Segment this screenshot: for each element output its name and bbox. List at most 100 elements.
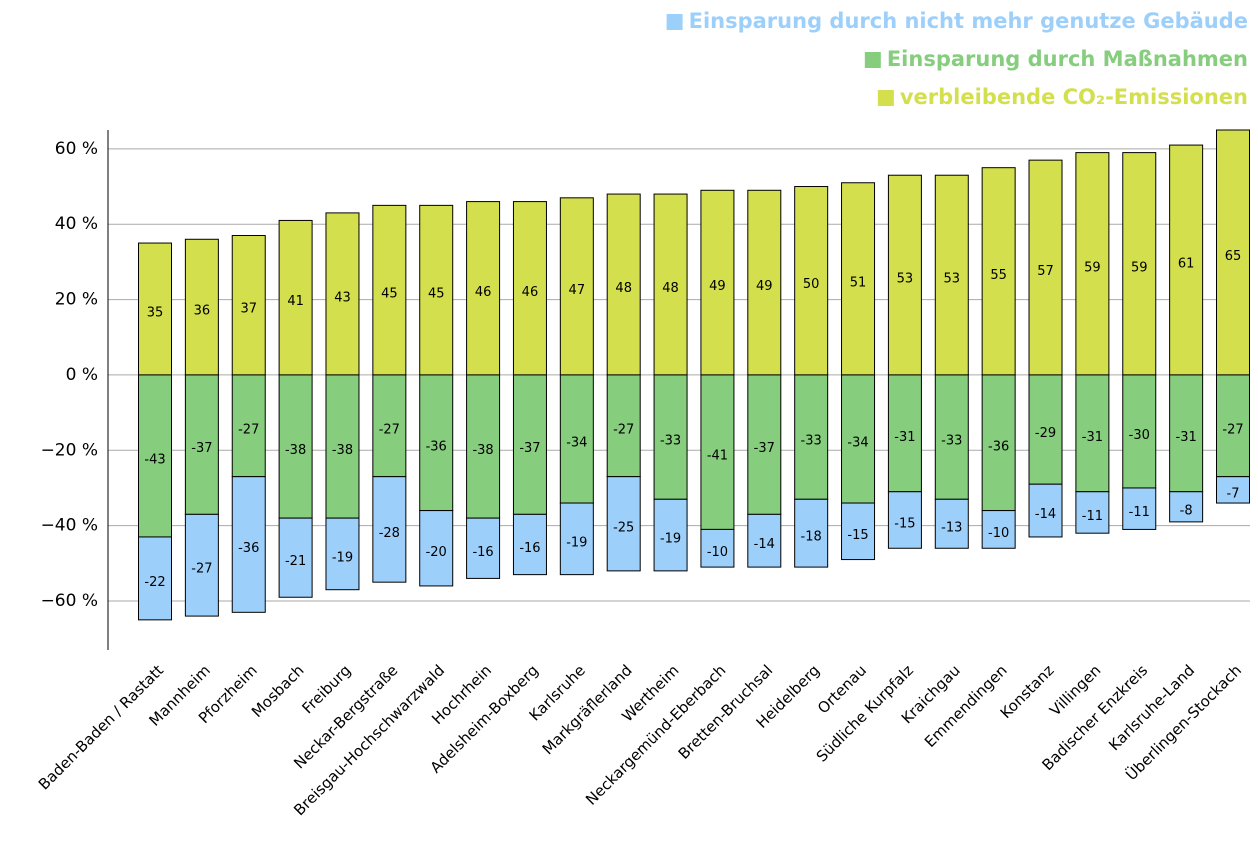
bar bbox=[794, 186, 829, 376]
data-label: -14 bbox=[1035, 507, 1056, 522]
bar bbox=[559, 374, 594, 504]
data-label: -31 bbox=[894, 430, 915, 445]
y-tick-label: 60 % bbox=[55, 139, 98, 159]
bar bbox=[747, 189, 782, 376]
bar bbox=[1216, 374, 1250, 478]
x-tick-label: Emmendingen bbox=[921, 661, 1011, 751]
bar bbox=[278, 374, 313, 519]
data-label: 53 bbox=[897, 272, 914, 287]
data-label: -36 bbox=[988, 439, 1009, 454]
data-label: 51 bbox=[850, 275, 867, 290]
bar bbox=[184, 238, 219, 376]
bar bbox=[794, 374, 829, 500]
data-label: -33 bbox=[941, 434, 962, 449]
data-label: 49 bbox=[756, 279, 773, 294]
y-tick-label: 20 % bbox=[55, 290, 98, 310]
bar bbox=[184, 513, 219, 617]
y-tick-label: 40 % bbox=[55, 214, 98, 234]
bar bbox=[512, 201, 547, 376]
data-label: 59 bbox=[1131, 260, 1148, 275]
bar bbox=[278, 517, 313, 598]
data-label: -15 bbox=[894, 517, 915, 532]
bar bbox=[887, 374, 922, 493]
bar bbox=[841, 182, 876, 376]
data-label: 47 bbox=[569, 283, 586, 298]
legend-swatch bbox=[877, 90, 894, 106]
data-label: -33 bbox=[660, 434, 681, 449]
data-label: -34 bbox=[566, 435, 587, 450]
bar bbox=[512, 374, 547, 515]
bar bbox=[981, 167, 1016, 376]
bar bbox=[512, 513, 547, 576]
bar bbox=[1216, 129, 1250, 376]
bar bbox=[934, 374, 969, 500]
data-label: -18 bbox=[801, 530, 822, 545]
bar bbox=[138, 242, 172, 376]
data-label: -37 bbox=[191, 441, 212, 456]
y-tick-label: −20 % bbox=[41, 440, 98, 460]
bar bbox=[1028, 159, 1063, 376]
bar bbox=[841, 502, 876, 561]
bar bbox=[653, 498, 688, 572]
data-label: 43 bbox=[334, 290, 351, 305]
bar bbox=[887, 174, 922, 376]
bar bbox=[1169, 144, 1204, 376]
bar bbox=[1169, 374, 1204, 493]
data-label: -11 bbox=[1082, 509, 1103, 524]
bar bbox=[934, 174, 969, 376]
bar bbox=[606, 476, 641, 572]
bar bbox=[794, 498, 829, 568]
data-label: 59 bbox=[1084, 260, 1101, 275]
bar bbox=[653, 193, 688, 376]
bar bbox=[559, 502, 594, 576]
data-label: 55 bbox=[990, 268, 1007, 283]
y-tick-label: −40 % bbox=[41, 516, 98, 536]
y-tick-label: −60 % bbox=[41, 591, 98, 611]
data-label: -10 bbox=[988, 526, 1009, 541]
data-label: -27 bbox=[191, 562, 212, 577]
bar bbox=[372, 204, 407, 376]
bar bbox=[325, 517, 360, 591]
bar bbox=[466, 201, 501, 376]
bar bbox=[700, 189, 735, 376]
data-label: -43 bbox=[144, 452, 165, 467]
data-label: 50 bbox=[803, 277, 820, 292]
data-label: -19 bbox=[566, 535, 587, 550]
data-label: -8 bbox=[1180, 503, 1193, 518]
data-label: 41 bbox=[287, 294, 304, 309]
bar bbox=[231, 374, 266, 478]
bar bbox=[606, 374, 641, 478]
data-label: -28 bbox=[379, 526, 400, 541]
bar bbox=[1028, 483, 1063, 538]
data-label: -11 bbox=[1129, 505, 1150, 520]
data-label: -38 bbox=[285, 443, 306, 458]
data-label: 45 bbox=[381, 287, 398, 302]
bar bbox=[1075, 152, 1110, 376]
data-label: 36 bbox=[194, 304, 211, 319]
data-label: -38 bbox=[332, 443, 353, 458]
legend-swatch bbox=[666, 14, 683, 30]
data-label: -34 bbox=[847, 435, 868, 450]
data-label: -31 bbox=[1176, 430, 1197, 445]
bar bbox=[466, 374, 501, 519]
bar bbox=[278, 219, 313, 376]
data-label: -10 bbox=[707, 545, 728, 560]
data-label: -25 bbox=[613, 520, 634, 535]
data-label: 48 bbox=[615, 281, 632, 296]
data-label: -33 bbox=[801, 434, 822, 449]
data-label: 57 bbox=[1037, 264, 1054, 279]
data-label: -16 bbox=[472, 545, 493, 560]
bar bbox=[419, 510, 454, 587]
data-label: 46 bbox=[475, 285, 492, 300]
x-tick-label: Baden-Baden / Rastatt bbox=[35, 661, 167, 793]
data-label: -20 bbox=[426, 545, 447, 560]
data-label: -14 bbox=[754, 537, 775, 552]
bar bbox=[1122, 374, 1157, 489]
bar bbox=[1169, 491, 1204, 523]
data-label: 37 bbox=[240, 302, 257, 317]
data-label: -15 bbox=[847, 528, 868, 543]
bar bbox=[1216, 476, 1250, 504]
bar bbox=[700, 374, 735, 530]
data-label: -27 bbox=[379, 422, 400, 437]
